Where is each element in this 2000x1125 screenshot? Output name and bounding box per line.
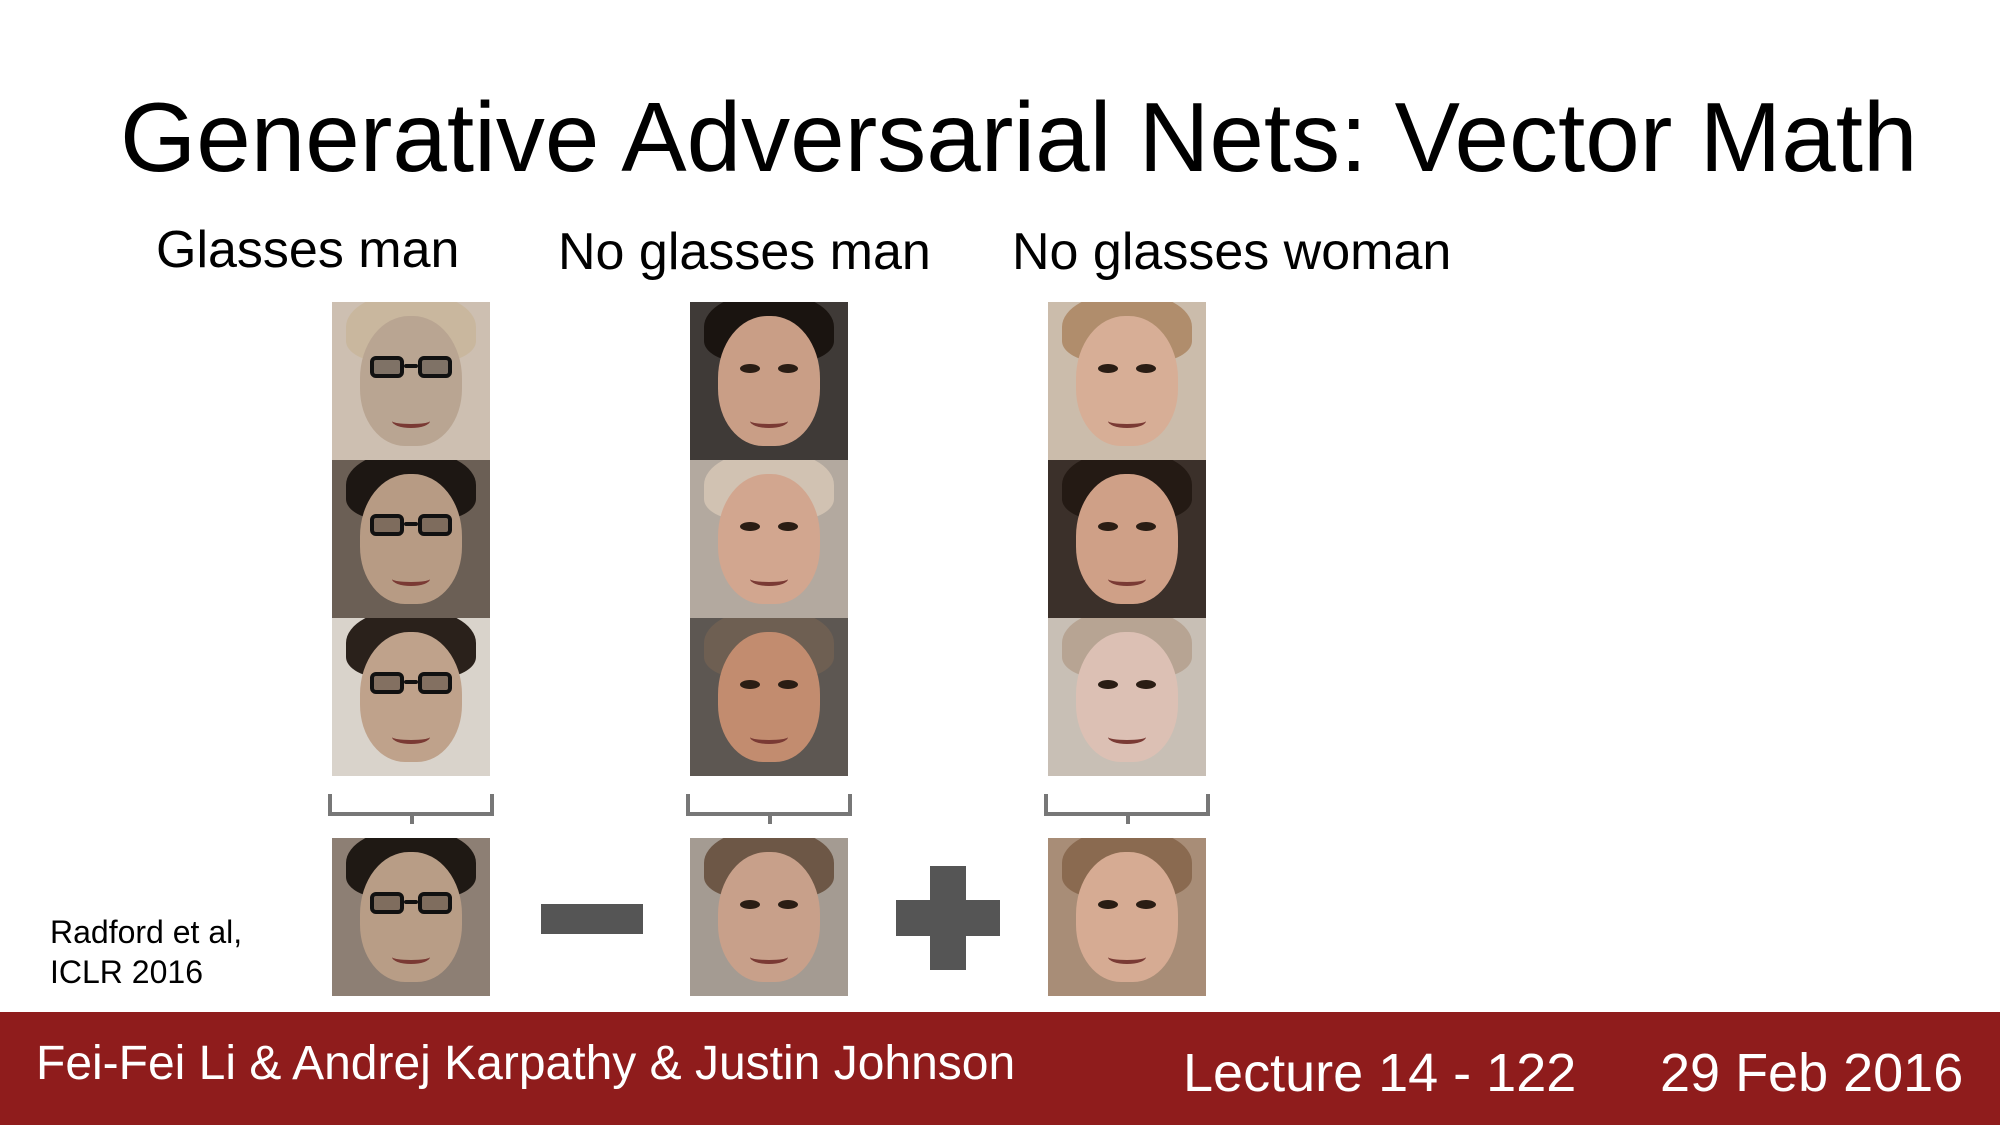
face-image bbox=[1048, 302, 1206, 460]
footer-lecture: Lecture 14 - 122 bbox=[1183, 1043, 1577, 1103]
minus-icon bbox=[541, 904, 643, 934]
face-image bbox=[332, 302, 490, 460]
footer-bar: Fei-Fei Li & Andrej Karpathy & Justin Jo… bbox=[0, 1012, 2000, 1125]
footer-date: 29 Feb 2016 bbox=[1660, 1043, 1964, 1103]
face-image bbox=[332, 618, 490, 776]
group-brace bbox=[1044, 794, 1210, 824]
citation-line-1: Radford et al, bbox=[50, 914, 243, 950]
group-brace bbox=[686, 794, 852, 824]
face-image bbox=[1048, 618, 1206, 776]
face-image bbox=[332, 460, 490, 618]
plus-icon-vertical bbox=[930, 866, 966, 970]
footer-authors: Fei-Fei Li & Andrej Karpathy & Justin Jo… bbox=[36, 1037, 1016, 1090]
face-image bbox=[1048, 460, 1206, 618]
result-face-no-glasses-man bbox=[690, 838, 848, 996]
column-label-no-glasses-man: No glasses man bbox=[558, 223, 931, 281]
slide-title: Generative Adversarial Nets: Vector Math bbox=[120, 82, 1918, 192]
column-label-glasses-man: Glasses man bbox=[156, 221, 460, 279]
citation-line-2: ICLR 2016 bbox=[50, 954, 203, 990]
face-image bbox=[690, 460, 848, 618]
group-brace bbox=[328, 794, 494, 824]
result-face-glasses-man bbox=[332, 838, 490, 996]
column-label-no-glasses-woman: No glasses woman bbox=[1012, 223, 1452, 281]
face-image bbox=[690, 618, 848, 776]
citation: Radford et al, ICLR 2016 bbox=[50, 912, 242, 992]
face-image bbox=[690, 302, 848, 460]
result-face-no-glasses-woman bbox=[1048, 838, 1206, 996]
